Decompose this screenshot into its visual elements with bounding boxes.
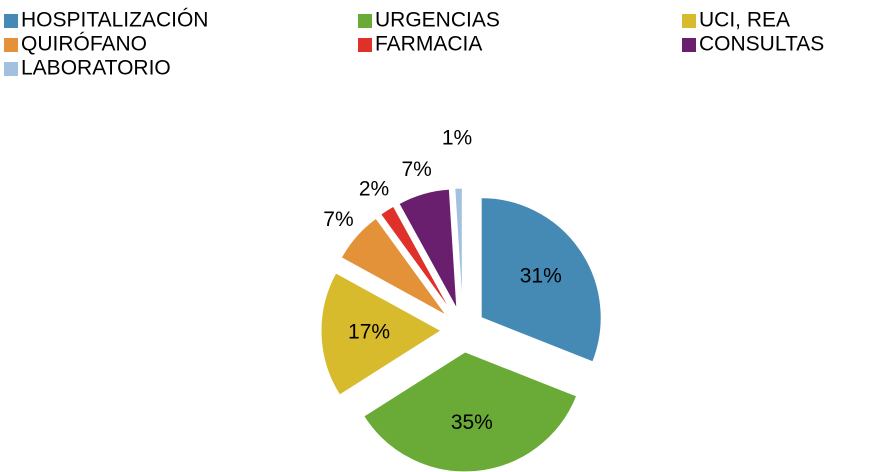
legend-swatch (4, 62, 18, 76)
data-label: 7% (402, 158, 432, 181)
data-label: 7% (323, 208, 353, 231)
data-label: 17% (348, 320, 390, 343)
pie-slice (340, 217, 447, 316)
pie-slice (454, 187, 463, 309)
legend-swatch (4, 14, 18, 28)
data-label: 35% (451, 411, 493, 434)
pie-slice (320, 272, 442, 396)
legend-label: QUIRÓFANO (21, 33, 147, 56)
legend-label: CONSULTAS (699, 33, 824, 56)
pie-slice (398, 188, 458, 310)
legend-swatch (4, 38, 18, 52)
data-label: 31% (520, 265, 562, 288)
legend-swatch (682, 14, 696, 28)
data-label: 1% (442, 127, 472, 150)
legend-label: LABORATORIO (21, 57, 171, 80)
legend-label: FARMACIA (375, 33, 482, 56)
legend-label: HOSPITALIZACIÓN (21, 9, 208, 32)
legend-label: UCI, REA (699, 9, 790, 32)
pie-slice (480, 197, 602, 363)
legend-swatch (358, 38, 372, 52)
pie-slice (363, 351, 578, 472)
data-label: 2% (359, 177, 389, 200)
legend-swatch (358, 14, 372, 28)
pie-slice (379, 205, 452, 312)
legend-label: URGENCIAS (375, 9, 500, 32)
legend-swatch (682, 38, 696, 52)
